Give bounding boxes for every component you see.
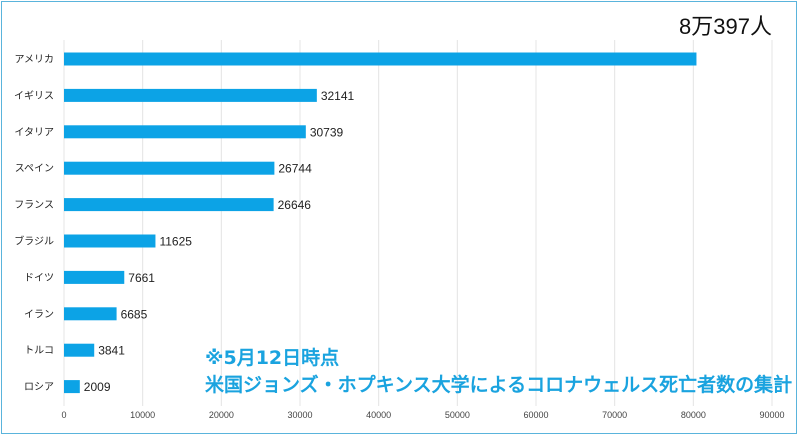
bar-4 bbox=[64, 198, 274, 212]
bar-1 bbox=[64, 88, 317, 102]
x-tick-label: 90000 bbox=[759, 410, 784, 420]
data-label: 26744 bbox=[278, 162, 312, 176]
bar-3 bbox=[64, 161, 275, 175]
category-label: トルコ bbox=[24, 346, 54, 357]
bar-2 bbox=[64, 125, 306, 139]
category-label: ロシア bbox=[24, 382, 54, 393]
x-tick-label: 20000 bbox=[209, 410, 234, 420]
x-tick-label: 30000 bbox=[287, 410, 312, 420]
x-tick-label: 10000 bbox=[130, 410, 155, 420]
annotation-date: ※5月12日時点 bbox=[205, 347, 339, 369]
data-label: 7661 bbox=[128, 271, 155, 285]
x-tick-label: 60000 bbox=[523, 410, 548, 420]
data-label: 3841 bbox=[98, 344, 125, 358]
bar-7 bbox=[64, 307, 117, 321]
data-label-top: 8万397人 bbox=[679, 14, 772, 39]
category-label: アメリカ bbox=[15, 54, 55, 66]
data-label: 32141 bbox=[321, 89, 355, 103]
category-label: ドイツ bbox=[24, 273, 54, 284]
x-tick-label: 40000 bbox=[366, 410, 391, 420]
x-tick-label: 0 bbox=[61, 410, 66, 420]
x-tick-label: 70000 bbox=[602, 410, 627, 420]
bars bbox=[64, 52, 697, 394]
x-tick-label: 80000 bbox=[681, 410, 706, 420]
data-label: 26646 bbox=[278, 198, 312, 212]
category-label: イラン bbox=[24, 308, 54, 320]
annotation-source: 米国ジョンズ・ホプキンス大学によるコロナウェルス死亡者数の集計 bbox=[205, 373, 792, 396]
bar-0 bbox=[64, 52, 697, 66]
category-label: スペイン bbox=[15, 164, 54, 175]
data-label: 6685 bbox=[121, 307, 148, 321]
bar-8 bbox=[64, 343, 95, 357]
category-label: ブラジル bbox=[14, 235, 54, 248]
bar-9 bbox=[64, 380, 80, 394]
bar-5 bbox=[64, 234, 156, 248]
data-label: 11625 bbox=[159, 235, 192, 249]
bar-6 bbox=[64, 270, 125, 284]
category-label: イギリス bbox=[14, 90, 54, 102]
x-axis-ticks: 0 10000 20000 30000 40000 50000 60000 70000 8000… bbox=[61, 410, 784, 420]
x-tick-label: 50000 bbox=[445, 410, 470, 420]
data-label: 30739 bbox=[310, 125, 344, 139]
category-label: フランス bbox=[14, 199, 54, 211]
category-label: イタリア bbox=[14, 126, 54, 138]
data-label: 2009 bbox=[84, 380, 111, 394]
